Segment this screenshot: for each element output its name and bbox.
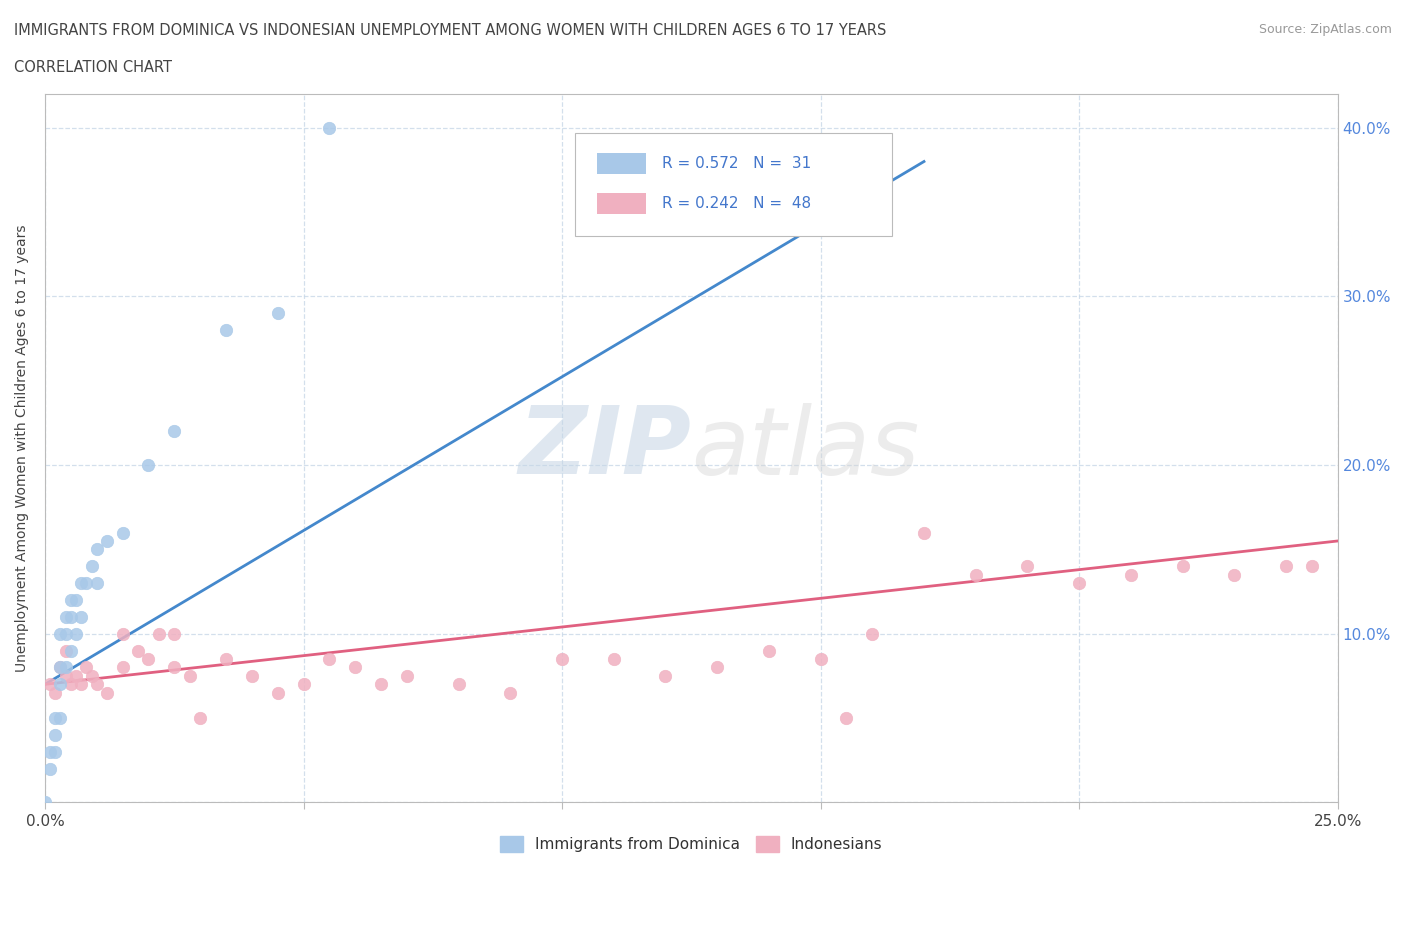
- Point: [179, 669, 201, 684]
- Point: [1017, 559, 1039, 574]
- Point: [44, 727, 66, 742]
- Point: [44, 744, 66, 759]
- Point: [499, 685, 522, 700]
- Point: [1301, 559, 1323, 574]
- Point: [86, 677, 108, 692]
- Point: [370, 677, 392, 692]
- Point: [318, 120, 340, 135]
- Point: [965, 567, 987, 582]
- Point: [1069, 576, 1091, 591]
- Point: [65, 592, 87, 607]
- Point: [810, 652, 832, 667]
- FancyBboxPatch shape: [598, 153, 647, 174]
- Point: [111, 525, 134, 540]
- Text: CORRELATION CHART: CORRELATION CHART: [14, 60, 172, 75]
- Point: [266, 306, 288, 321]
- Point: [912, 525, 935, 540]
- Point: [59, 644, 82, 658]
- Point: [835, 711, 858, 725]
- Point: [44, 685, 66, 700]
- Point: [706, 660, 728, 675]
- Text: R = 0.572   N =  31: R = 0.572 N = 31: [662, 156, 811, 171]
- Point: [49, 660, 72, 675]
- Point: [1275, 559, 1298, 574]
- Text: ZIP: ZIP: [519, 402, 692, 494]
- Point: [447, 677, 470, 692]
- Point: [1119, 567, 1142, 582]
- Point: [551, 652, 574, 667]
- Point: [65, 626, 87, 641]
- Point: [163, 626, 186, 641]
- Point: [55, 626, 77, 641]
- Y-axis label: Unemployment Among Women with Children Ages 6 to 17 years: Unemployment Among Women with Children A…: [15, 224, 30, 672]
- FancyBboxPatch shape: [598, 193, 647, 215]
- Point: [148, 626, 170, 641]
- Point: [49, 660, 72, 675]
- Point: [138, 652, 160, 667]
- Point: [70, 677, 93, 692]
- Point: [138, 458, 160, 472]
- Text: atlas: atlas: [692, 403, 920, 494]
- Point: [318, 652, 340, 667]
- Point: [55, 644, 77, 658]
- Point: [39, 762, 62, 777]
- Point: [215, 652, 238, 667]
- Point: [96, 534, 118, 549]
- Point: [96, 685, 118, 700]
- Text: IMMIGRANTS FROM DOMINICA VS INDONESIAN UNEMPLOYMENT AMONG WOMEN WITH CHILDREN AG: IMMIGRANTS FROM DOMINICA VS INDONESIAN U…: [14, 23, 886, 38]
- Point: [49, 711, 72, 725]
- Point: [86, 576, 108, 591]
- Text: Source: ZipAtlas.com: Source: ZipAtlas.com: [1258, 23, 1392, 36]
- Point: [654, 669, 676, 684]
- Point: [70, 576, 93, 591]
- Legend: Immigrants from Dominica, Indonesians: Immigrants from Dominica, Indonesians: [494, 830, 889, 858]
- Point: [55, 609, 77, 624]
- Point: [163, 660, 186, 675]
- Point: [59, 609, 82, 624]
- Point: [1223, 567, 1246, 582]
- Point: [49, 626, 72, 641]
- Point: [240, 669, 263, 684]
- Point: [80, 559, 103, 574]
- Point: [111, 626, 134, 641]
- Point: [292, 677, 315, 692]
- Point: [163, 424, 186, 439]
- Point: [49, 677, 72, 692]
- Point: [603, 652, 626, 667]
- Point: [344, 660, 367, 675]
- Point: [75, 660, 97, 675]
- Point: [39, 677, 62, 692]
- Point: [55, 660, 77, 675]
- Point: [758, 644, 780, 658]
- Point: [39, 744, 62, 759]
- Point: [75, 576, 97, 591]
- Point: [55, 669, 77, 684]
- Point: [215, 323, 238, 338]
- Point: [111, 660, 134, 675]
- Point: [34, 795, 56, 810]
- Point: [65, 669, 87, 684]
- Point: [59, 592, 82, 607]
- Text: R = 0.242   N =  48: R = 0.242 N = 48: [662, 196, 811, 211]
- Point: [59, 677, 82, 692]
- Point: [395, 669, 418, 684]
- Point: [188, 711, 211, 725]
- Point: [70, 609, 93, 624]
- Point: [1171, 559, 1194, 574]
- Point: [266, 685, 288, 700]
- Point: [127, 644, 149, 658]
- Point: [44, 711, 66, 725]
- Point: [860, 626, 883, 641]
- FancyBboxPatch shape: [575, 133, 891, 235]
- Point: [80, 669, 103, 684]
- Point: [86, 542, 108, 557]
